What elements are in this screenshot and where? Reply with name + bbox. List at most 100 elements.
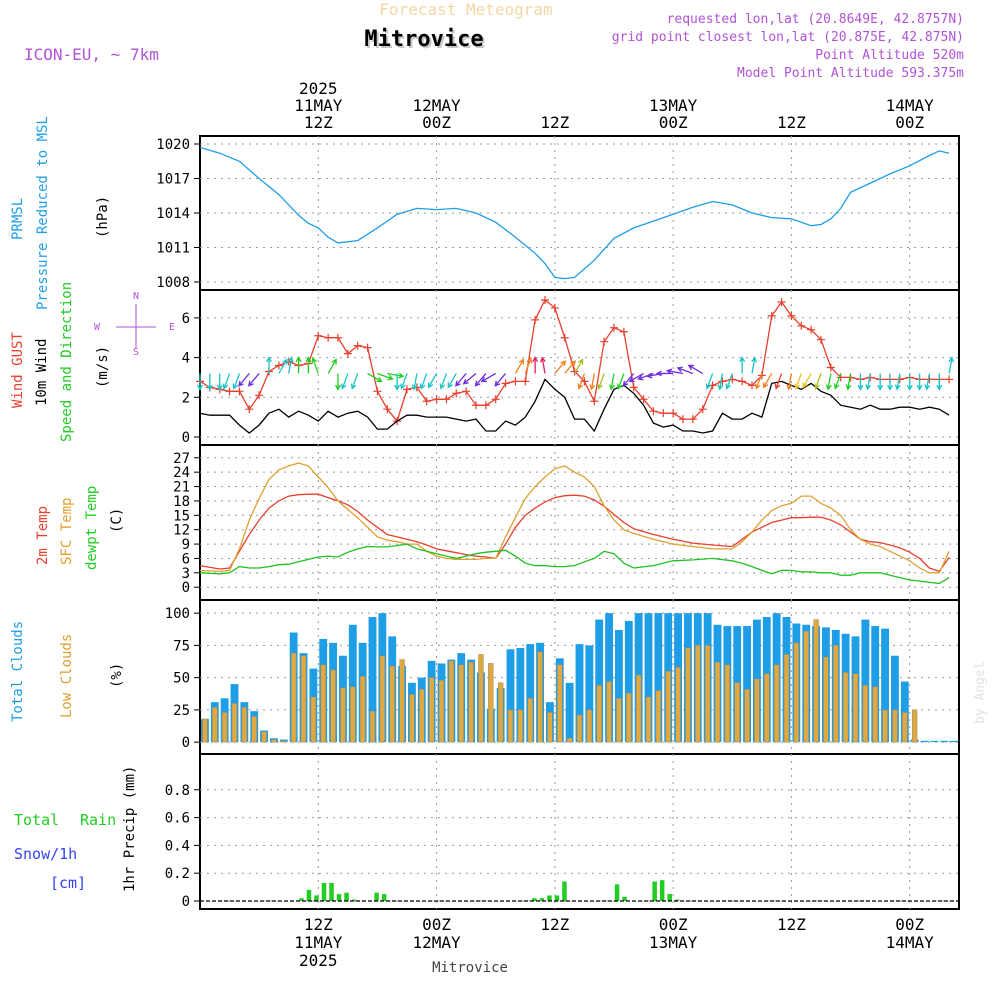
wind-arrow-67 [857,373,864,391]
wind-arrow-22 [411,373,418,391]
wind-arrow-5 [238,373,250,387]
temp-series-1 [199,462,950,574]
gust-point-40 [590,397,599,406]
cloud-low-bar-56 [754,678,760,743]
wind-arrow-62 [802,373,812,389]
precip-bar-60 [652,881,657,901]
cloud-total-bar-41 [605,613,613,743]
precip-bar-63 [674,899,680,901]
gust-point-6 [255,391,264,400]
top-tick-label-4-0: 12Z [777,113,806,132]
ytick-label-temp-0: 0 [182,580,190,596]
precip-bar-46 [547,895,552,901]
precip-bar-45 [539,898,545,901]
gust-point-26 [452,389,461,398]
clouds-unit: (%) [109,663,125,688]
wind-arrow-57 [754,373,763,390]
precip-bar-20 [351,899,357,901]
wind-arrow-29 [474,373,487,387]
gust-point-17 [363,343,372,352]
cloud-total-bar-42 [615,629,623,743]
compass-s: S [133,347,139,358]
precip-bar-13 [299,898,304,901]
cloud-low-bar-58 [773,664,780,743]
wind-arrow-44 [622,373,635,387]
ytick-label-pressure-0: 1008 [156,275,190,291]
bottom-tick-label-0-1: 11MAY [294,933,343,952]
cloud-low-bar-30 [497,682,504,743]
cloud-low-bar-45 [645,696,652,743]
cloud-total-bar-76 [950,740,958,743]
gust-point-25 [442,395,451,404]
ytick-label-clouds-0: 0 [182,735,190,751]
ytick-label-temp-9: 27 [173,451,190,467]
top-tick-label-1-0: 12MAY [412,96,461,115]
wind-arrow-33 [524,357,533,374]
location-title-shadow: Mitrovice [366,29,485,54]
cloud-low-bar-51 [704,645,711,743]
wind-10m-label: 10m Wind [34,339,50,406]
wind-arrow-17 [367,372,383,383]
ytick-label-pressure-1: 1011 [156,241,190,257]
gust-point-44 [629,383,638,392]
wind-arrow-40 [589,373,596,391]
cloud-low-bar-68 [872,686,878,743]
cloud-low-bar-44 [635,674,642,743]
gust-point-50 [688,415,697,424]
gust-point-43 [619,327,628,336]
model-altitude: Model Point Altitude 593.375m [737,66,964,81]
cloud-low-bar-41 [606,681,612,743]
cloud-low-bar-17 [369,710,376,743]
cloud-low-bar-28 [478,654,484,743]
cloud-low-bar-6 [261,731,267,743]
ytick-label-precip-0: 0 [182,894,190,910]
ytick-label-temp-1: 3 [182,566,190,582]
wind-arrow-37 [564,360,576,374]
precip-bar-61 [659,880,665,901]
precip-total-label: Total [14,811,59,829]
cloud-low-bar-20 [399,659,405,743]
point-altitude: Point Altitude 520m [815,48,964,63]
wind-arrow-31 [494,373,507,387]
cloud-low-bar-47 [665,670,671,743]
top-tick-label-1-1: 00Z [422,113,451,132]
gust-point-53 [718,377,727,386]
cloud-low-bar-21 [409,694,415,743]
wind-arrow-21 [400,373,408,390]
wind-arrow-4 [232,373,241,390]
model-label: ICON-EU, ~ 7km [24,45,159,64]
requested-coords: requested lon,lat (20.8649E, 42.8757N) [667,12,964,27]
precip-bar-17 [329,882,334,901]
cloud-low-bar-32 [517,709,524,743]
wind-arrow-74 [924,373,931,391]
gust-point-57 [757,371,766,380]
cloud-low-bar-46 [655,690,662,743]
cloud-total-bar-40 [595,619,604,743]
cloud-total-bar-75 [940,740,949,743]
gust-point-63 [817,335,825,344]
gust-point-51 [698,405,707,414]
cloud-low-bar-8 [281,740,287,743]
precip-bar-18 [336,894,342,901]
wind-arrow-42 [609,373,615,391]
wind-arrow-15 [340,373,349,390]
precip-bar-62 [667,894,672,901]
gust-point-38 [570,367,579,376]
ytick-label-precip-2: 0.4 [165,838,190,854]
wind-arrow-63 [814,373,822,390]
gust-point-27 [462,387,471,396]
cloud-total-bar-38 [575,644,584,743]
top-tick-label-0-2: 12Z [304,113,333,132]
wind-arrow-19 [387,372,405,379]
wind-gust-label: Wind GUST [10,332,26,408]
temp-unit: (C) [109,508,125,533]
wind-arrow-53 [717,373,724,391]
gust-point-24 [432,395,441,404]
bottom-tick-label-1-1: 12MAY [412,933,461,952]
cloud-low-bar-29 [488,663,494,743]
cloud-low-bar-9 [290,652,297,743]
ytick-label-temp-4: 12 [173,523,190,539]
precip-unit: 1hr Precip (mm) [122,766,138,892]
cloud-total-bar-73 [920,740,929,743]
